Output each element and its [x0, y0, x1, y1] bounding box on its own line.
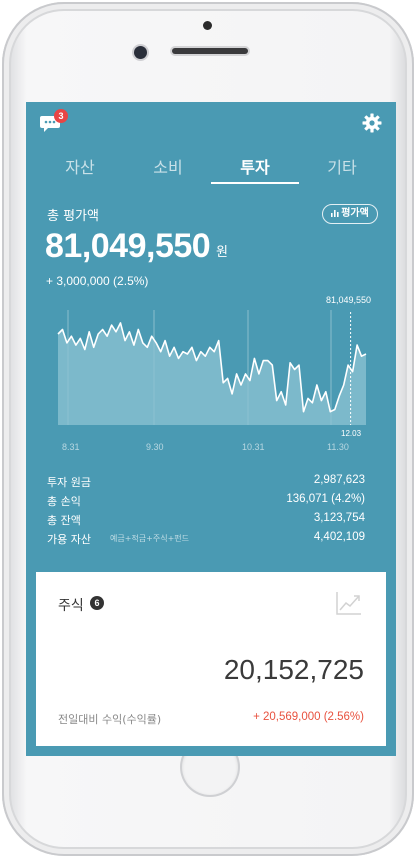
valuation-area-chart[interactable] [26, 292, 396, 442]
stat-label: 가용 자산 [47, 533, 91, 546]
tab-investment[interactable]: 투자 [240, 158, 270, 177]
total-valuation-value: 81,049,550 [45, 227, 211, 265]
chart-series-line [57, 322, 367, 413]
total-valuation-label: 총 평가액 [47, 209, 99, 224]
app-screen: 3 자산 소비 투자 [26, 102, 396, 756]
chart-area [58, 322, 366, 425]
proximity-sensor [203, 21, 212, 30]
stat-value: 136,071 (4.2%) [286, 493, 365, 505]
investment-stats: 투자 원금 2,987,623 총 손익 136,071 (4.2%) 총 잔액… [47, 472, 365, 548]
notification-badge: 3 [54, 109, 68, 123]
daily-return-label: 전일대비 수익(수익률) [58, 713, 162, 726]
phone-frame: 3 자산 소비 투자 [2, 2, 414, 856]
stat-label: 투자 원금 [47, 476, 91, 489]
tab-spending[interactable]: 소비 [153, 158, 183, 177]
stat-note: 예금+적금+주식+펀드 [110, 534, 189, 543]
daily-return-value: + 20,569,000 (2.56%) [253, 711, 364, 723]
chart-cursor-date-label: 12.03 [341, 429, 362, 438]
stat-balance: 총 잔액 3,123,754 [47, 510, 365, 529]
trend-chart-icon[interactable] [335, 590, 363, 616]
stat-available-assets: 가용 자산 예금+적금+주식+펀드 4,402,109 [47, 529, 365, 548]
stocks-card[interactable]: 주식 6 20,152,725 전일대비 수익(수익률) + 20,569,00… [36, 572, 386, 746]
active-tab-indicator [211, 182, 299, 184]
stat-label: 총 손익 [47, 495, 81, 508]
stocks-value: 20,152,725 [223, 654, 364, 685]
chart-max-label: 81,049,550 [326, 295, 372, 305]
stocks-card-title: 주식 [58, 598, 84, 614]
front-camera [134, 46, 147, 59]
stat-label: 총 잔액 [47, 514, 81, 527]
currency-unit: 원 [216, 245, 228, 260]
tab-assets[interactable]: 자산 [65, 158, 95, 177]
earpiece-speaker [172, 48, 248, 54]
stat-value: 3,123,754 [313, 512, 365, 524]
stocks-count-badge: 6 [90, 596, 104, 610]
stat-principal: 투자 원금 2,987,623 [47, 472, 365, 491]
bar-chart-icon [331, 210, 339, 217]
stat-value: 4,402,109 [313, 531, 365, 543]
valuation-toggle-label: 평가액 [341, 208, 369, 219]
tab-bar: 자산 소비 투자 기타 [26, 154, 396, 186]
x-tick-label: 9.30 [146, 442, 164, 452]
stat-profit-loss: 총 손익 136,071 (4.2%) [47, 491, 365, 510]
tab-other[interactable]: 기타 [327, 158, 357, 177]
total-change: + 3,000,000 (2.5%) [46, 274, 149, 288]
x-tick-label: 11.30 [327, 442, 349, 452]
stat-value: 2,987,623 [313, 474, 365, 486]
x-tick-label: 10.31 [242, 442, 265, 452]
gear-icon[interactable] [362, 113, 382, 133]
x-tick-label: 8.31 [62, 442, 80, 452]
valuation-toggle-button[interactable]: 평가액 [322, 204, 378, 224]
